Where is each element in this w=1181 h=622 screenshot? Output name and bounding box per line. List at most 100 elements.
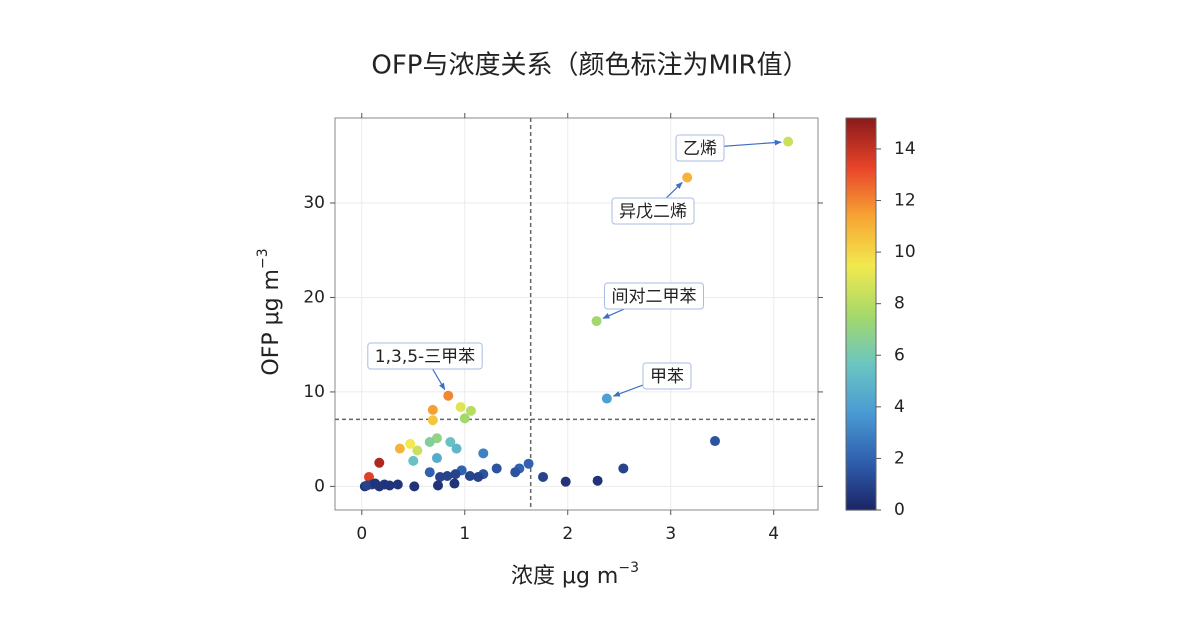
colorbar-band [846, 430, 876, 433]
point [491, 463, 502, 474]
colorbar-band [846, 502, 876, 505]
colorbar-band [846, 140, 876, 143]
point [443, 390, 454, 401]
colorbar-band [846, 364, 876, 367]
colorbar-band [846, 424, 876, 427]
colorbar-band [846, 370, 876, 373]
colorbar-band [846, 176, 876, 179]
colorbar-band [846, 376, 876, 379]
colorbar-band [846, 160, 876, 163]
colorbar-band [846, 452, 876, 455]
colorbar-band [846, 384, 876, 387]
chart-title: OFP与浓度关系（颜色标注为MIR值） [371, 51, 808, 81]
colorbar-band [846, 196, 876, 199]
point [361, 480, 372, 491]
colorbar-band [846, 348, 876, 351]
point [424, 467, 435, 478]
colorbar-band [846, 212, 876, 215]
point [682, 172, 693, 183]
colorbar-band [846, 128, 876, 131]
point [435, 471, 446, 482]
plot-frame [334, 117, 819, 511]
colorbar-band [846, 186, 876, 189]
colorbar-band [846, 216, 876, 219]
annotation-label: 1,3,5-三甲苯 [375, 347, 475, 367]
colorbar-band [846, 286, 876, 289]
colorbar-band [846, 256, 876, 259]
x-axis-label-sup: −3 [618, 560, 639, 576]
colorbar-band [846, 426, 876, 429]
y-tick-label: 30 [303, 193, 325, 213]
colorbar-band [846, 508, 876, 511]
colorbar-band [846, 482, 876, 485]
annotation-box [604, 282, 704, 310]
colorbar-band [846, 122, 876, 125]
colorbar-band [846, 304, 876, 307]
point [370, 478, 381, 489]
colorbar-band [846, 198, 876, 201]
colorbar-band [846, 118, 876, 121]
colorbar-band [846, 428, 876, 431]
x-axis-label-text: 浓度 μg m [511, 564, 618, 589]
colorbar-band [846, 152, 876, 155]
point [465, 405, 476, 416]
annotation-box [675, 134, 725, 162]
point [412, 445, 423, 456]
colorbar-band [846, 234, 876, 237]
colorbar-band [846, 358, 876, 361]
point [431, 453, 442, 464]
colorbar-band [846, 390, 876, 393]
colorbar-band [846, 232, 876, 235]
colorbar-band [846, 130, 876, 133]
colorbar-band [846, 412, 876, 415]
y-axis-label-text: OFP μg m [259, 269, 284, 376]
colorbar-band [846, 154, 876, 157]
colorbar-band [846, 222, 876, 225]
point [523, 458, 534, 469]
colorbar-band [846, 126, 876, 129]
colorbar-band [846, 420, 876, 423]
colorbar-band [846, 218, 876, 221]
colorbar-band [846, 266, 876, 269]
annotation: 异戊二烯 [611, 181, 695, 225]
colorbar-band [846, 292, 876, 295]
point [405, 438, 416, 449]
colorbar-band [846, 144, 876, 147]
colorbar-band [846, 164, 876, 167]
colorbar-band [846, 340, 876, 343]
colorbar-band [846, 174, 876, 177]
colorbar-band [846, 306, 876, 309]
point [710, 436, 721, 447]
colorbar-tick-label: 0 [894, 500, 905, 520]
colorbar-band [846, 202, 876, 205]
point [783, 136, 794, 147]
colorbar-band [846, 414, 876, 417]
colorbar-band [846, 360, 876, 363]
colorbar-band [846, 168, 876, 171]
annotation: 1,3,5-三甲苯 [367, 342, 483, 391]
colorbar-band [846, 258, 876, 261]
annotation-box [642, 362, 692, 390]
x-tick-label: 0 [356, 524, 367, 544]
colorbar-band [846, 446, 876, 449]
colorbar-band [846, 472, 876, 475]
colorbar-band [846, 228, 876, 231]
colorbar-band [846, 166, 876, 169]
colorbar-band [846, 362, 876, 365]
point [374, 457, 385, 468]
colorbar-band [846, 480, 876, 483]
colorbar-band [846, 208, 876, 211]
point [432, 480, 443, 491]
colorbar-band [846, 334, 876, 337]
colorbar-band [846, 442, 876, 445]
point [538, 471, 549, 482]
colorbar-band [846, 456, 876, 459]
point [560, 476, 571, 487]
colorbar-band [846, 180, 876, 183]
point [601, 393, 612, 404]
colorbar-band [846, 158, 876, 161]
colorbar-band [846, 408, 876, 411]
colorbar-band [846, 394, 876, 397]
colorbar-band [846, 214, 876, 217]
